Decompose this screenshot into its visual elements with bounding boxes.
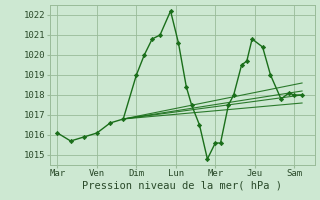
X-axis label: Pression niveau de la mer( hPa ): Pression niveau de la mer( hPa ) [82,181,282,191]
